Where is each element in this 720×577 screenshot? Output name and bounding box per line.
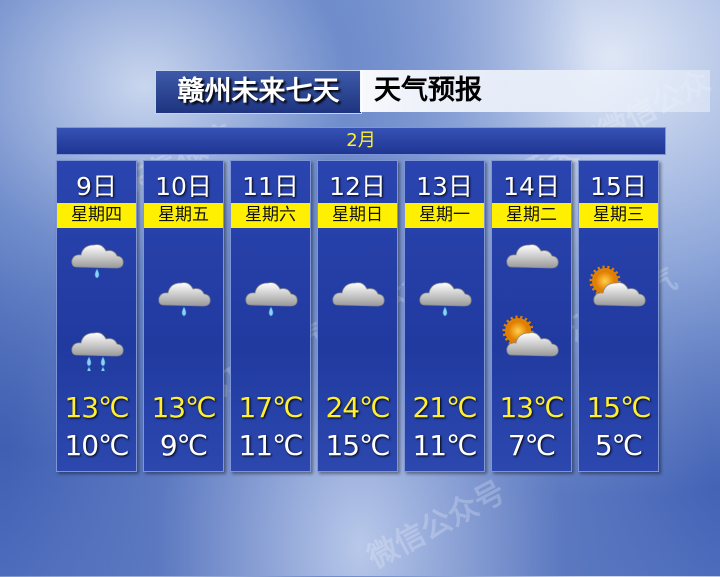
partly-cloudy-icon bbox=[589, 265, 646, 307]
watermark: 微信公众号 bbox=[362, 474, 512, 576]
high-temp: 15℃ bbox=[586, 391, 651, 424]
weekday-label: 星期三 bbox=[579, 203, 658, 228]
high-temp: 17℃ bbox=[238, 391, 303, 424]
light-rain-icon bbox=[70, 244, 124, 279]
cloudy-icon bbox=[505, 244, 559, 269]
moderate-rain-icon bbox=[70, 332, 124, 371]
day-column: 10日 星期五 13℃ 9℃ bbox=[143, 160, 224, 472]
day-column: 9日 星期四 13℃ 10℃ bbox=[56, 160, 137, 472]
day-column: 11日 星期六 17℃ 11℃ bbox=[230, 160, 311, 472]
high-temp: 13℃ bbox=[151, 391, 216, 424]
date-label: 12日 bbox=[329, 172, 386, 201]
page-subtitle: 天气预报 bbox=[360, 70, 710, 112]
date-label: 11日 bbox=[242, 172, 299, 201]
weekday-label: 星期日 bbox=[318, 203, 397, 228]
high-temp: 13℃ bbox=[64, 391, 129, 424]
date-label: 15日 bbox=[590, 172, 647, 201]
high-temp: 13℃ bbox=[499, 391, 564, 424]
low-temp: 9℃ bbox=[159, 429, 208, 462]
weekday-label: 星期二 bbox=[492, 203, 571, 228]
day-column: 14日 星期二 13℃ 7℃ bbox=[491, 160, 572, 472]
high-temp: 24℃ bbox=[325, 391, 390, 424]
date-label: 9日 bbox=[76, 172, 117, 201]
day-column: 13日 星期一 21℃ 11℃ bbox=[404, 160, 485, 472]
light-rain-icon bbox=[418, 282, 472, 317]
page-title: 赣州未来七天 bbox=[155, 70, 362, 114]
weekday-label: 星期一 bbox=[405, 203, 484, 228]
weekday-label: 星期五 bbox=[144, 203, 223, 228]
month-bar: 2月 bbox=[56, 127, 666, 155]
high-temp: 21℃ bbox=[412, 391, 477, 424]
date-label: 14日 bbox=[503, 172, 560, 201]
partly-cloudy-icon bbox=[502, 315, 559, 357]
light-rain-icon bbox=[244, 282, 298, 317]
low-temp: 15℃ bbox=[325, 429, 390, 462]
low-temp: 11℃ bbox=[238, 429, 303, 462]
date-label: 10日 bbox=[155, 172, 212, 201]
low-temp: 10℃ bbox=[64, 429, 129, 462]
weekday-label: 星期六 bbox=[231, 203, 310, 228]
date-label: 13日 bbox=[416, 172, 473, 201]
weekday-label: 星期四 bbox=[57, 203, 136, 228]
cloudy-icon bbox=[331, 282, 385, 307]
day-column: 15日 星期三 15℃ 5℃ bbox=[578, 160, 659, 472]
low-temp: 11℃ bbox=[412, 429, 477, 462]
light-rain-icon bbox=[157, 282, 211, 317]
day-column: 12日 星期日 24℃ 15℃ bbox=[317, 160, 398, 472]
low-temp: 5℃ bbox=[594, 429, 643, 462]
low-temp: 7℃ bbox=[507, 429, 556, 462]
